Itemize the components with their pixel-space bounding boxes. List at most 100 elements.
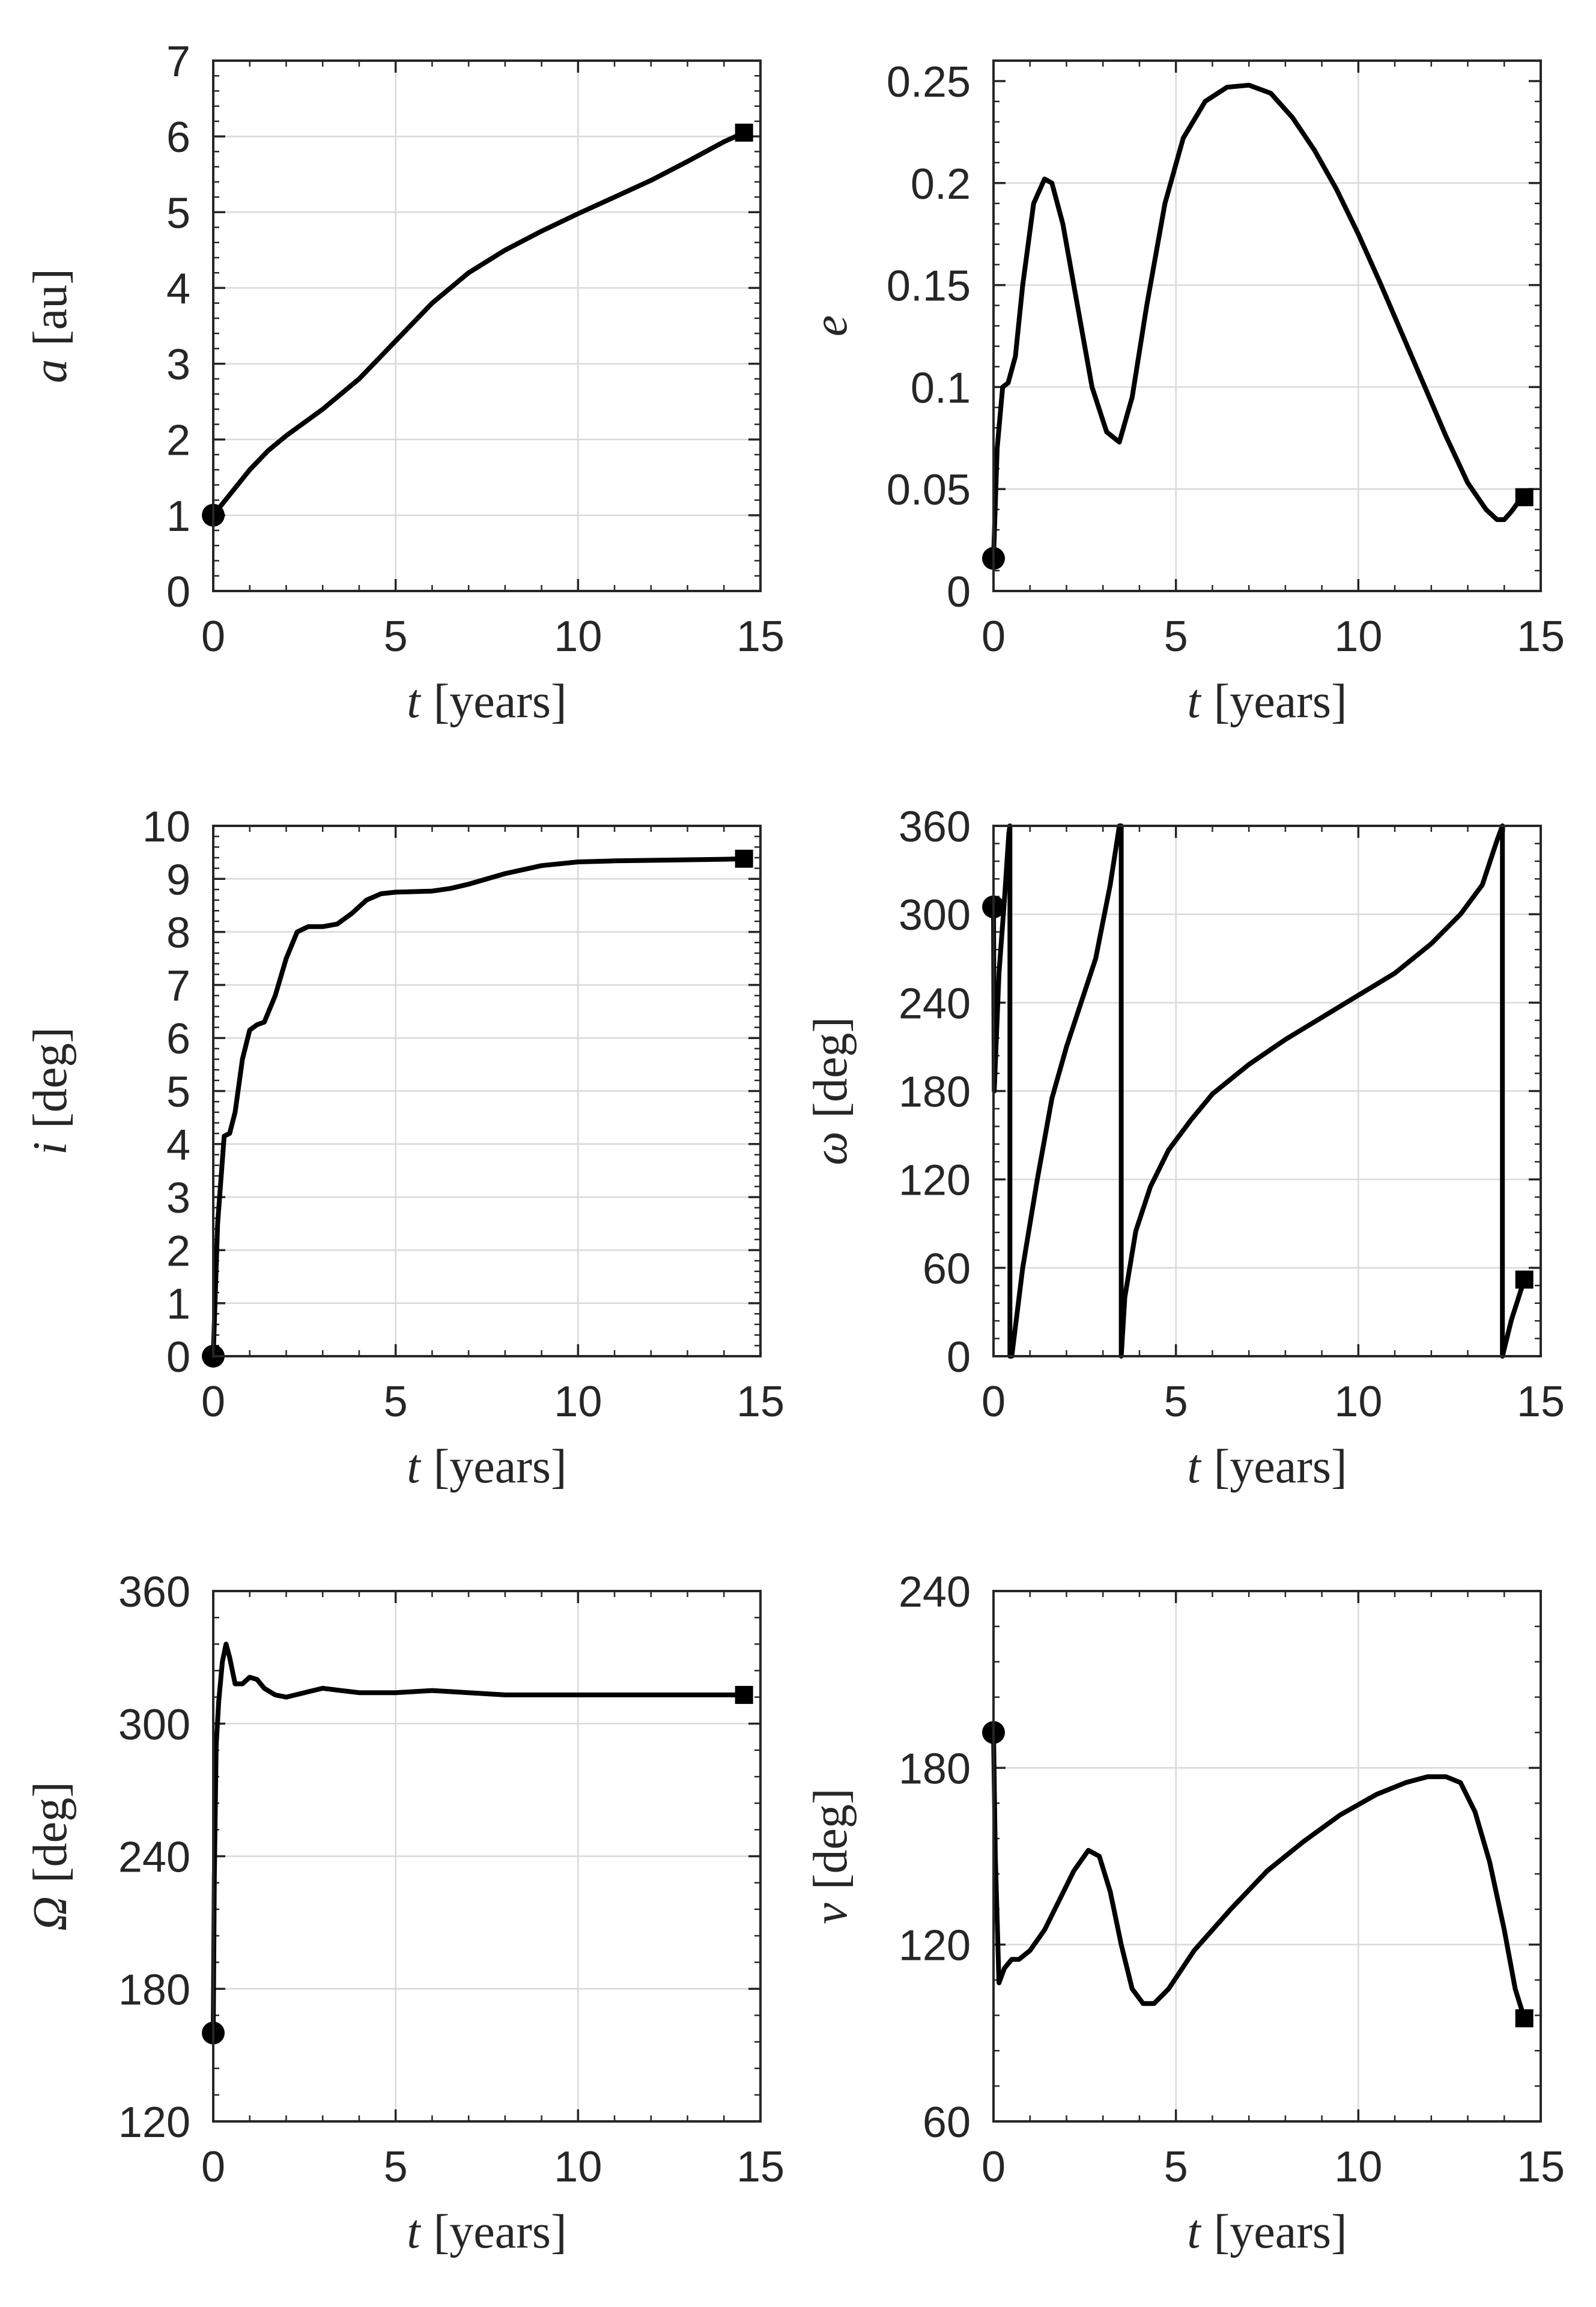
- y-axis-unit: [au]: [24, 268, 77, 346]
- axes-frame: [212, 59, 762, 592]
- y-axis-symbol: ν: [804, 1903, 857, 1924]
- x-axis-unit: [years]: [434, 2205, 567, 2258]
- y-axis-unit: [deg]: [804, 1788, 857, 1890]
- y-axis-unit: [deg]: [804, 1017, 857, 1118]
- y-tick-label: 4: [166, 265, 190, 313]
- x-axis-symbol: t: [1187, 1440, 1201, 1493]
- y-tick-label: 240: [899, 1568, 971, 1616]
- x-tick-label: 10: [554, 1378, 602, 1426]
- y-tick-label: 360: [899, 803, 971, 851]
- y-tick-label: 3: [166, 341, 190, 389]
- y-tick-label: 240: [899, 980, 971, 1028]
- y-tick-label: 9: [166, 856, 190, 904]
- x-tick-label: 0: [201, 613, 225, 661]
- y-tick-label: 4: [166, 1121, 190, 1169]
- y-tick-label: 7: [166, 962, 190, 1010]
- y-tick-label: 300: [899, 891, 971, 939]
- x-tick-label: 0: [201, 2143, 225, 2191]
- subplot-semi-major-axis: 0 5 10 15 0 1 2 3 4 5 6 7 t [years] a [au]: [24, 38, 784, 728]
- subplot-true-anomaly: 0 5 10 15 60 120 180 240 t [years] ν [deg]: [804, 1568, 1565, 2258]
- x-axis-label: t [years]: [407, 1440, 566, 1493]
- subplot-eccentricity: 0 5 10 15 0 0.05 0.1 0.15 0.2 0.25 t [years] e: [804, 58, 1565, 728]
- y-tick-label: 6: [166, 114, 190, 162]
- y-tick-label: 360: [118, 1568, 190, 1616]
- y-axis-unit: [deg]: [24, 1027, 77, 1129]
- y-axis-symbol: a: [24, 359, 77, 383]
- x-tick-label: 0: [201, 1378, 225, 1426]
- y-axis-unit: [deg]: [24, 1781, 77, 1883]
- plot-area: [994, 61, 1541, 591]
- x-tick-label: 5: [1164, 613, 1188, 661]
- y-tick-label: 240: [118, 1834, 190, 1882]
- series-line-i: [211, 856, 747, 1359]
- end-marker: [1515, 2009, 1534, 2028]
- end-marker: [1515, 488, 1534, 506]
- y-tick-label: 1: [166, 1281, 190, 1329]
- y-tick-label: 60: [923, 2099, 971, 2147]
- y-axis-symbol: ω: [804, 1132, 857, 1165]
- y-tick-label: 300: [118, 1701, 190, 1749]
- x-tick-label: 10: [1334, 613, 1382, 661]
- axes-frame: [212, 825, 762, 1357]
- plot-area: [213, 61, 760, 591]
- y-tick-label: 120: [118, 2099, 190, 2147]
- y-axis-label: e: [804, 315, 857, 337]
- y-tick-label: 6: [166, 1015, 190, 1063]
- x-tick-label: 5: [384, 1378, 408, 1426]
- x-tick-label: 15: [1517, 2143, 1565, 2191]
- y-tick-label: 60: [923, 1245, 971, 1293]
- x-axis-symbol: t: [1187, 2205, 1201, 2258]
- end-marker: [1515, 1270, 1534, 1289]
- x-tick-label: 15: [736, 1378, 784, 1426]
- x-axis-unit: [years]: [1214, 675, 1347, 728]
- y-tick-label: 5: [166, 189, 190, 237]
- x-axis-unit: [years]: [434, 1440, 567, 1493]
- axes-frame: [992, 1590, 1542, 2123]
- y-tick-label: 0: [947, 568, 971, 616]
- x-axis-symbol: t: [407, 675, 421, 728]
- x-axis-label: t [years]: [1187, 2205, 1347, 2258]
- x-tick-label: 15: [736, 613, 784, 661]
- y-tick-label: 120: [899, 1922, 971, 1970]
- y-tick-label: 0: [947, 1333, 971, 1381]
- y-tick-label: 2: [166, 417, 190, 465]
- plot-area: [994, 1591, 1541, 2121]
- x-tick-label: 5: [1164, 1378, 1188, 1426]
- x-tick-label: 15: [736, 2143, 784, 2191]
- x-axis-label: t [years]: [407, 675, 566, 728]
- y-axis-label: ν [deg]: [804, 1788, 857, 1924]
- y-axis-label: i [deg]: [24, 1027, 77, 1155]
- y-tick-label: 0: [166, 568, 190, 616]
- series-line-a: [211, 130, 747, 518]
- y-axis-symbol: e: [804, 315, 857, 337]
- y-axis-label: Ω [deg]: [24, 1781, 77, 1931]
- y-axis-symbol: i: [24, 1142, 77, 1155]
- y-tick-label: 0.25: [887, 58, 971, 106]
- y-tick-label: 1: [166, 493, 190, 541]
- axes-frame: [992, 825, 1542, 1357]
- y-tick-label: 180: [899, 1069, 971, 1117]
- x-tick-label: 10: [1334, 1378, 1382, 1426]
- y-axis-label: ω [deg]: [804, 1017, 857, 1165]
- y-tick-label: 0.1: [911, 364, 971, 412]
- x-tick-label: 5: [384, 2143, 408, 2191]
- subplot-argument-of-periapsis: 0 5 10 15 0 60 120 180 240 300 360 t [years] ω [deg]: [804, 803, 1565, 1493]
- y-tick-label: 8: [166, 909, 190, 957]
- y-tick-label: 0.15: [887, 262, 971, 311]
- y-tick-label: 10: [142, 803, 190, 851]
- axes-frame: [992, 59, 1542, 592]
- y-tick-label: 3: [166, 1174, 190, 1222]
- x-axis-label: t [years]: [1187, 1440, 1347, 1493]
- x-tick-label: 10: [554, 2143, 602, 2191]
- y-tick-label: 5: [166, 1069, 190, 1117]
- x-tick-label: 15: [1517, 1378, 1565, 1426]
- x-tick-label: 15: [1517, 613, 1565, 661]
- x-tick-label: 0: [982, 1378, 1006, 1426]
- x-axis-symbol: t: [407, 1440, 421, 1493]
- subplot-right-ascension-of-ascending-node: 0 5 10 15 120 180 240 300 360 t [years] Ω [deg]: [24, 1568, 784, 2258]
- series-line-nu: [991, 1730, 1527, 2021]
- y-tick-label: 0: [166, 1333, 190, 1381]
- y-axis-label: a [au]: [24, 268, 77, 383]
